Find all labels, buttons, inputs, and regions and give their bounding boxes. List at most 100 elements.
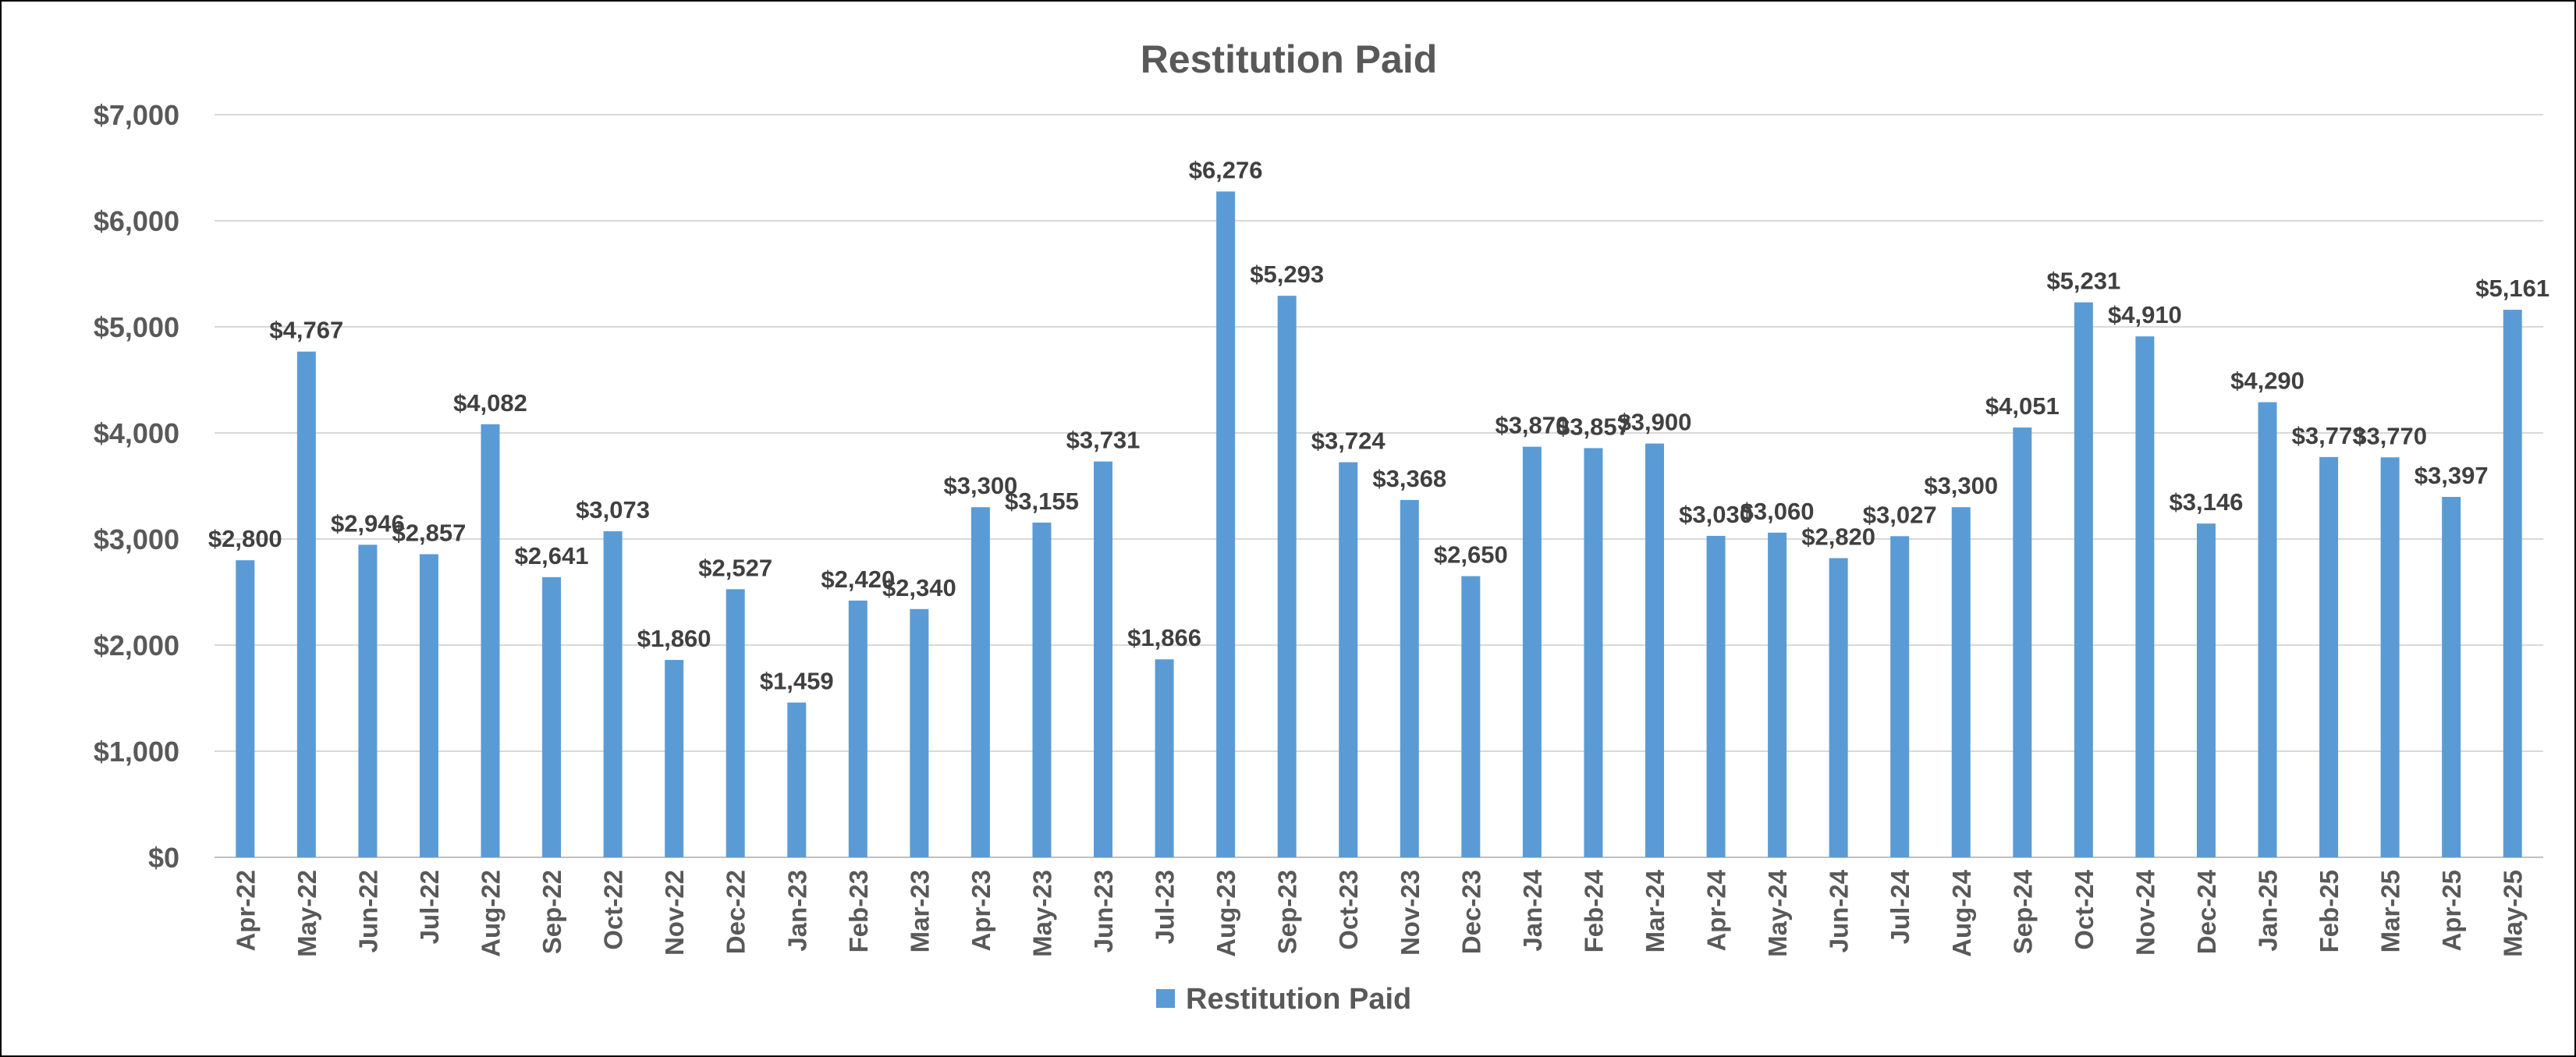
bar — [1890, 536, 1910, 857]
bar — [1032, 522, 1052, 857]
data-label: $2,820 — [1801, 523, 1875, 550]
y-tick-label: $3,000 — [94, 523, 179, 555]
bar — [2380, 457, 2400, 857]
data-labels: $2,800 $4,767 $2,946$2,857 $4,082 $2,641 $3,0… — [208, 156, 2549, 694]
bar — [1094, 461, 1113, 857]
bar — [603, 531, 623, 857]
legend: Restitution Paid — [1156, 983, 1411, 1016]
x-tick-label: Apr-22 — [231, 870, 260, 952]
bar — [481, 424, 500, 857]
bar — [787, 702, 807, 857]
bar — [2196, 523, 2216, 857]
x-tick-label: Aug-24 — [1947, 869, 1976, 956]
data-label: $3,300 — [1924, 472, 1998, 499]
gridlines — [215, 114, 2543, 858]
bar — [1706, 535, 1726, 857]
data-label: $3,724 — [1311, 427, 1386, 455]
bar — [910, 608, 929, 857]
bar — [2013, 427, 2032, 857]
x-tick-label: Dec-24 — [2192, 869, 2221, 954]
y-tick-label: $2,000 — [94, 630, 179, 662]
bar — [665, 660, 684, 857]
bar — [1584, 448, 1603, 857]
bar — [296, 351, 316, 857]
data-label: $1,860 — [637, 625, 711, 652]
data-label: $3,900 — [1618, 409, 1692, 436]
x-tick-label: Jul-23 — [1151, 870, 1180, 944]
bars — [236, 191, 2522, 858]
data-label: $5,161 — [2475, 275, 2549, 302]
data-label: $3,773 — [2292, 422, 2366, 449]
bar — [1155, 659, 1174, 857]
x-tick-label: Jun-22 — [353, 870, 382, 952]
x-tick-label: Apr-23 — [967, 870, 995, 952]
bar — [1768, 532, 1787, 857]
data-label: $3,368 — [1372, 465, 1446, 492]
data-label: $4,910 — [2108, 301, 2182, 328]
x-axis-ticks: Apr-22 May-22 Jun-22 Jul-22 Aug-22 Sep-22 Oct-… — [231, 869, 2527, 957]
x-tick-label: Jan-24 — [1518, 869, 1547, 951]
data-label: $3,146 — [2170, 488, 2244, 516]
bar — [2258, 402, 2277, 857]
x-tick-label: Oct-22 — [599, 870, 628, 950]
x-tick-label: Mar-23 — [905, 870, 934, 952]
data-label: $3,731 — [1066, 427, 1141, 454]
x-tick-label: Jul-22 — [415, 870, 444, 944]
x-tick-label: Sep-23 — [1273, 870, 1302, 954]
data-label: $2,641 — [515, 542, 589, 569]
x-tick-label: Feb-25 — [2315, 870, 2344, 952]
data-label: $3,770 — [2353, 422, 2427, 449]
x-tick-label: Nov-23 — [1396, 870, 1425, 956]
bar — [1461, 576, 1481, 857]
bar — [2442, 497, 2461, 857]
x-tick-label: Oct-23 — [1334, 870, 1363, 950]
chart-title: Restitution Paid — [1141, 37, 1438, 81]
data-label: $3,870 — [1495, 412, 1569, 439]
bar — [1951, 507, 1971, 857]
data-label: $5,231 — [2046, 268, 2120, 295]
data-label: $3,397 — [2415, 462, 2489, 489]
bar — [1339, 462, 1358, 857]
data-label: $2,800 — [208, 525, 282, 552]
x-tick-label: Nov-22 — [660, 870, 689, 956]
bar — [2319, 456, 2339, 857]
bar — [1522, 446, 1542, 857]
bar — [419, 554, 438, 857]
data-label: $3,857 — [1556, 413, 1630, 440]
x-tick-label: Apr-25 — [2437, 870, 2466, 952]
bar — [1645, 443, 1664, 857]
x-tick-label: May-22 — [293, 870, 321, 957]
x-tick-label: Dec-23 — [1457, 870, 1485, 954]
y-tick-label: $6,000 — [94, 205, 179, 237]
y-tick-label: $0 — [148, 842, 179, 874]
bar — [358, 544, 378, 857]
bar — [2135, 336, 2155, 857]
bar — [2074, 302, 2093, 858]
data-label: $6,276 — [1189, 156, 1263, 183]
data-label: $3,027 — [1863, 501, 1937, 528]
x-tick-label: May-23 — [1027, 870, 1056, 957]
bar — [1400, 499, 1419, 857]
y-tick-label: $4,000 — [94, 417, 179, 449]
legend-swatch — [1156, 989, 1175, 1008]
x-tick-label: Aug-23 — [1212, 870, 1240, 957]
data-label: $2,340 — [882, 574, 956, 601]
x-tick-label: Nov-24 — [2131, 869, 2159, 956]
data-label: $3,073 — [576, 496, 650, 523]
data-label: $2,527 — [698, 554, 772, 581]
x-tick-label: Jun-23 — [1089, 870, 1118, 952]
data-label: $3,060 — [1740, 498, 1815, 525]
data-label: $3,155 — [1005, 488, 1079, 515]
data-label: $4,767 — [269, 317, 343, 344]
bar — [970, 507, 990, 857]
data-label: $4,290 — [2230, 367, 2305, 395]
x-tick-label: May-24 — [1763, 869, 1792, 957]
data-label: $3,030 — [1679, 501, 1753, 528]
data-label: $3,300 — [943, 472, 1017, 499]
data-label: $1,866 — [1127, 624, 1201, 651]
x-tick-label: May-25 — [2499, 870, 2528, 957]
y-tick-label: $5,000 — [94, 311, 179, 343]
legend-label: Restitution Paid — [1186, 983, 1411, 1016]
